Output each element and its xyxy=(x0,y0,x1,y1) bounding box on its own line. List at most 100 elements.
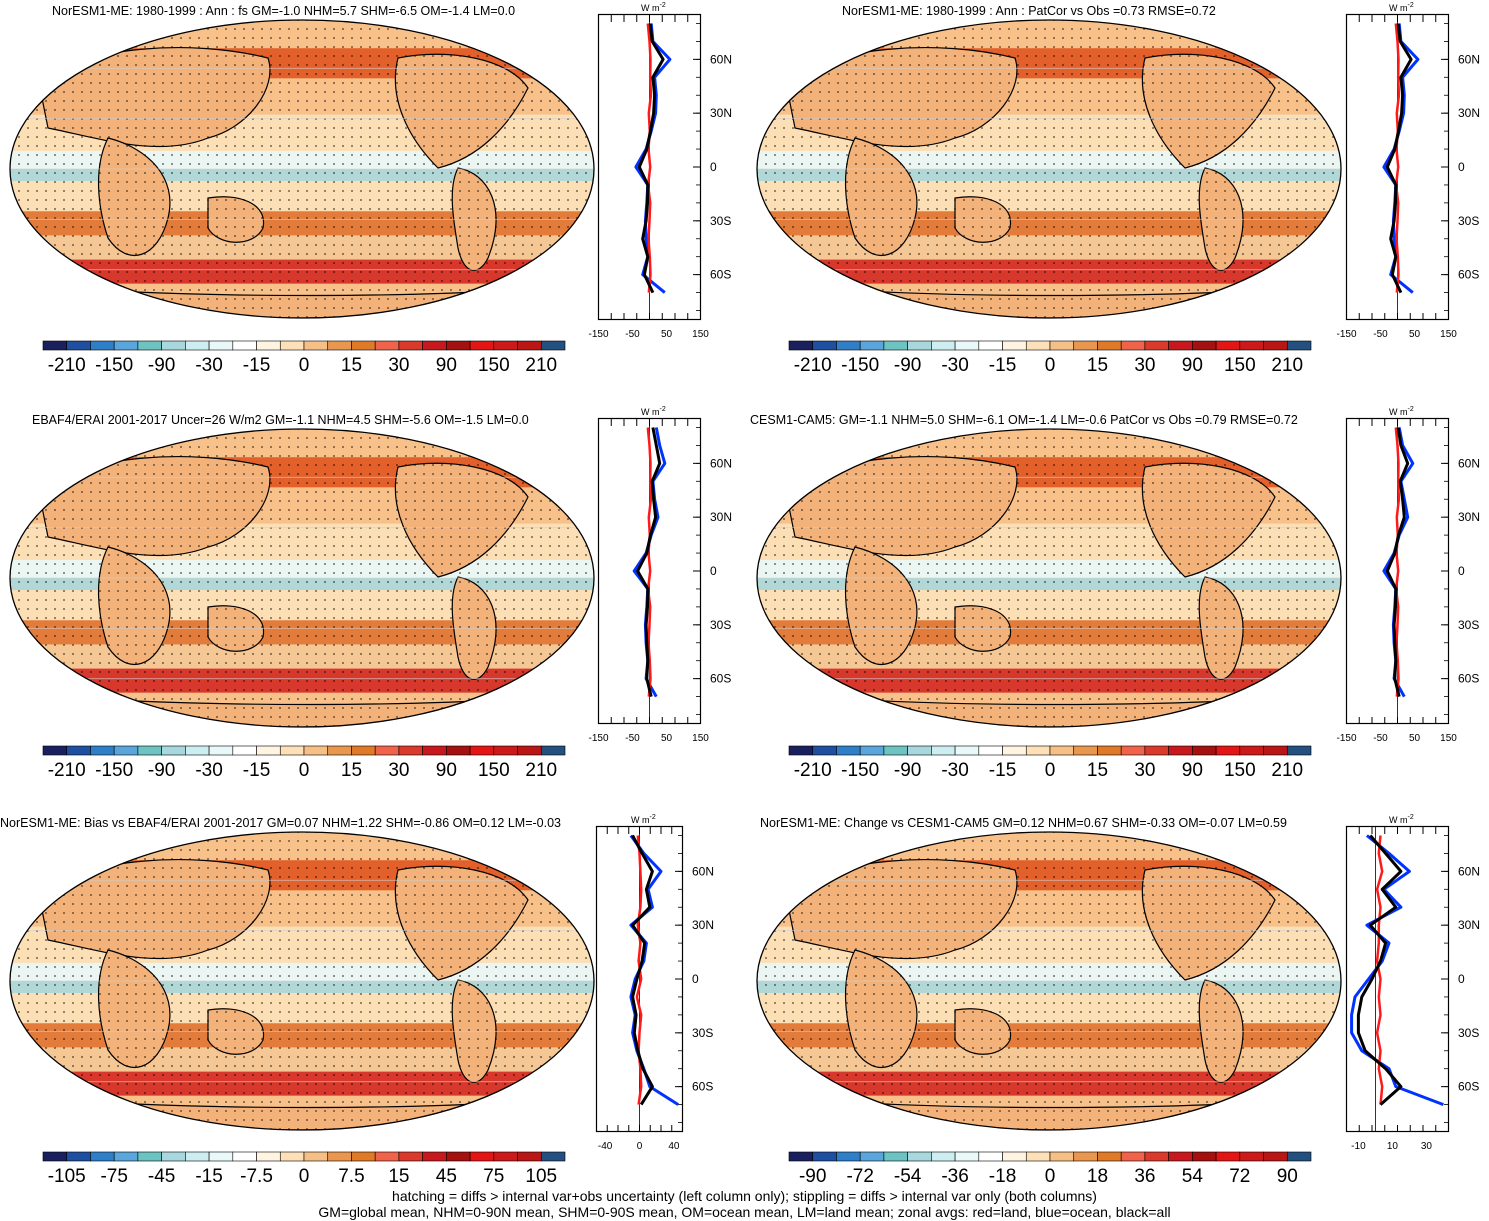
zonal-mean-plot: W m-2 -150 -50 50 150 60N 30N 0 30S 60S xyxy=(1336,406,1480,744)
colorbar-swatch xyxy=(1049,340,1075,351)
zonal-xtick-label: -150 xyxy=(588,329,608,340)
colorbar-swatch xyxy=(883,1151,908,1162)
colorbar-tick-label: -15 xyxy=(989,760,1016,781)
world-map xyxy=(756,831,1342,1131)
colorbar-swatch xyxy=(374,340,400,351)
zonal-xtick-label: 40 xyxy=(668,1141,680,1152)
colorbar-swatch xyxy=(1097,1151,1122,1162)
colorbar-swatch xyxy=(469,340,495,351)
colorbar-swatch xyxy=(1192,1151,1217,1162)
latitude-label: 60N xyxy=(710,456,732,470)
colorbar-swatch xyxy=(1144,1151,1169,1162)
colorbar-tick-label: -150 xyxy=(841,355,879,376)
colorbar-swatch xyxy=(1215,340,1241,351)
latitude-label: 0 xyxy=(1458,160,1465,174)
colorbar-swatch xyxy=(66,1151,91,1162)
world-map xyxy=(756,428,1342,728)
colorbar-tick-label: 90 xyxy=(1182,760,1203,781)
colorbar-tick-label: -15 xyxy=(195,1166,222,1187)
colorbar-swatch xyxy=(517,1151,542,1162)
colorbar-swatch xyxy=(954,1151,980,1162)
panel-title: NorESM1-ME: Bias vs EBAF4/ERAI 2001-2017… xyxy=(0,816,562,830)
zonal-unit-label: W m-2 xyxy=(1389,406,1414,417)
colorbar-swatch xyxy=(42,745,68,756)
latitude-label: 60N xyxy=(1458,456,1480,470)
zonal-xtick-label: 150 xyxy=(692,733,709,744)
colorbar: -90 -72 -54 -36 -18 0 18 36 54 72 90 xyxy=(788,1151,1312,1187)
colorbar-swatch xyxy=(1192,340,1217,351)
colorbar-tick-label: -90 xyxy=(894,760,921,781)
colorbar-swatch xyxy=(883,340,908,351)
colorbar-tick-label: -30 xyxy=(941,760,968,781)
colorbar-swatch xyxy=(812,745,837,756)
colorbar-tick-label: -30 xyxy=(195,760,222,781)
colorbar-swatch xyxy=(374,1151,400,1162)
colorbar-swatch xyxy=(883,745,908,756)
colorbar-swatch xyxy=(978,1151,1003,1162)
colorbar-swatch xyxy=(1025,745,1051,756)
colorbar-swatch xyxy=(1025,340,1051,351)
zonal-xtick-label: 50 xyxy=(661,733,673,744)
colorbar-tick-label: 15 xyxy=(341,355,362,376)
colorbar-swatch xyxy=(788,340,814,351)
colorbar-swatch xyxy=(185,1151,210,1162)
latitude-label: 60N xyxy=(692,864,714,878)
colorbar-tick-label: -45 xyxy=(148,1166,175,1187)
colorbar-swatch xyxy=(232,745,257,756)
colorbar-swatch xyxy=(327,340,352,351)
latitude-label: 60S xyxy=(1458,672,1479,686)
colorbar-swatch xyxy=(1025,1151,1051,1162)
zonal-xtick-label: -50 xyxy=(625,329,640,340)
colorbar-tick-label: 30 xyxy=(1134,760,1155,781)
colorbar-swatch xyxy=(208,1151,234,1162)
colorbar-swatch xyxy=(493,340,518,351)
colorbar: -210 -150 -90 -30 -15 0 15 30 90 150 210 xyxy=(42,340,566,376)
colorbar-tick-label: 15 xyxy=(1087,355,1108,376)
colorbar-swatch xyxy=(836,340,861,351)
zonal-xtick-label: 50 xyxy=(661,329,673,340)
latitude-label: 60N xyxy=(710,52,732,66)
map-outline xyxy=(9,428,595,728)
colorbar-tick-label: 90 xyxy=(1182,355,1203,376)
zonal-unit-label: W m-2 xyxy=(1389,2,1414,13)
colorbar-tick-label: 210 xyxy=(1271,355,1303,376)
colorbar-swatch xyxy=(279,340,305,351)
colorbar-swatch xyxy=(446,1151,471,1162)
colorbar-tick-label: -150 xyxy=(841,760,879,781)
map-outline xyxy=(9,19,595,319)
colorbar-swatch xyxy=(540,745,566,756)
colorbar-tick-label: 15 xyxy=(388,1166,409,1187)
colorbar-tick-label: -150 xyxy=(95,355,133,376)
map-outline xyxy=(756,19,1342,319)
colorbar-tick-label: 150 xyxy=(478,355,510,376)
latitude-label: 0 xyxy=(710,160,717,174)
colorbar-swatch xyxy=(446,745,471,756)
colorbar-swatch xyxy=(517,745,542,756)
colorbar-swatch xyxy=(161,745,186,756)
colorbar-tick-label: 105 xyxy=(525,1166,557,1187)
colorbar-tick-label: 90 xyxy=(436,355,457,376)
zonal-xtick-label: -40 xyxy=(598,1141,613,1152)
colorbar-swatch xyxy=(540,340,566,351)
footnote: hatching = diffs > internal var+obs unce… xyxy=(0,1188,1489,1220)
colorbar-tick-label: -90 xyxy=(894,355,921,376)
world-map xyxy=(756,19,1342,319)
colorbar: -210 -150 -90 -30 -15 0 15 30 90 150 210 xyxy=(42,745,566,781)
zonal-xtick-label: -150 xyxy=(1336,733,1356,744)
colorbar-tick-label: 0 xyxy=(1045,355,1056,376)
colorbar-tick-label: -30 xyxy=(195,355,222,376)
zonal-series-all xyxy=(1385,23,1413,294)
zonal-xtick-label: -150 xyxy=(1336,329,1356,340)
colorbar-swatch xyxy=(90,745,115,756)
panel-title: NorESM1-ME: Change vs CESM1-CAM5 GM=0.12… xyxy=(760,816,1287,830)
colorbar-tick-label: -36 xyxy=(941,1166,968,1187)
colorbar-tick-label: 45 xyxy=(436,1166,457,1187)
colorbar-swatch xyxy=(1215,745,1241,756)
zonal-unit-label: W m-2 xyxy=(1389,814,1414,825)
colorbar-swatch xyxy=(1168,340,1193,351)
zonal-xtick-label: 150 xyxy=(692,329,709,340)
colorbar-swatch xyxy=(232,340,257,351)
colorbar-swatch xyxy=(113,340,139,351)
colorbar-swatch xyxy=(1286,340,1312,351)
zonal-series-all xyxy=(636,427,662,697)
